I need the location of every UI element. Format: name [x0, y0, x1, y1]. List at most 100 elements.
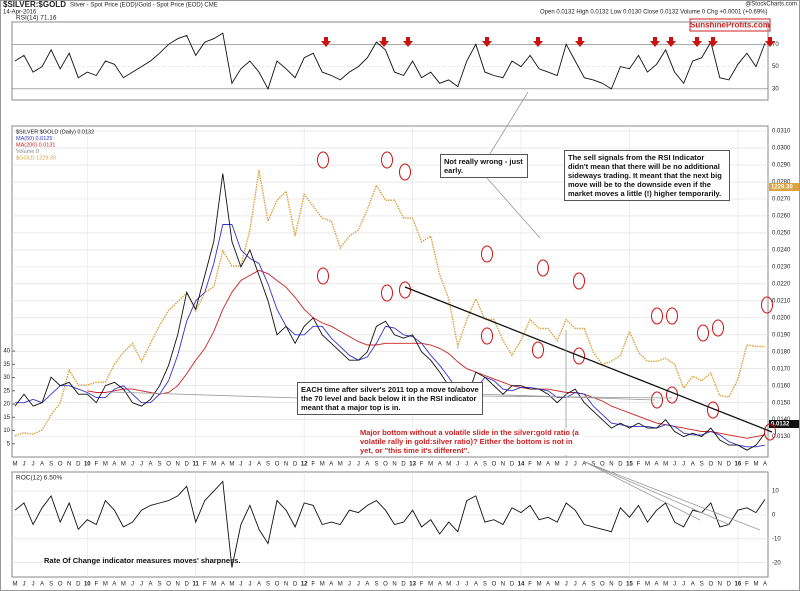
x-tick-label: N — [718, 582, 722, 588]
description: Silver - Spot Price (EOD)/Gold - Spot Pr… — [70, 3, 218, 9]
y-tick-label: 0 — [772, 513, 776, 519]
highlight-ellipse — [399, 281, 411, 299]
symbol: $SILVER:$GOLD — [3, 0, 66, 9]
x-tick-label: M — [13, 582, 18, 588]
highlight-ellipse — [573, 272, 585, 290]
x-tick-label: A — [40, 462, 44, 468]
x-tick-label: D — [727, 582, 732, 588]
x-tick-label: A — [474, 462, 478, 468]
y-tick-label: 0.0190 — [772, 332, 791, 338]
x-tick-label: D — [618, 582, 623, 588]
legend-entry: $SILVER:$GOLD (Daily) 0.0132 — [16, 129, 94, 135]
callout-line — [584, 461, 731, 526]
highlight-ellipse — [481, 327, 493, 345]
x-tick-label: 11 — [193, 582, 200, 588]
x-tick-label: M — [753, 582, 758, 588]
x-tick-label: J — [456, 582, 459, 588]
legend-entry: Volume 0 — [16, 149, 39, 155]
x-tick-label: D — [185, 582, 190, 588]
x-tick-label: 10 — [84, 582, 91, 588]
x-tick-label: O — [275, 582, 280, 588]
x-tick-label: M — [555, 462, 560, 468]
x-tick-label: D — [76, 582, 81, 588]
x-tick-label: O — [708, 582, 713, 588]
signal-arrow — [765, 37, 775, 47]
x-tick-label: J — [348, 462, 351, 468]
x-tick-label: S — [591, 582, 595, 588]
x-tick-label: N — [392, 462, 396, 468]
x-tick-label: A — [112, 582, 116, 588]
signal-arrow — [708, 37, 718, 47]
legend-entry: MA(200) 0.0131 — [16, 142, 55, 148]
x-tick-label: D — [727, 462, 732, 468]
x-tick-label: M — [428, 462, 433, 468]
x-tick-label: J — [248, 462, 251, 468]
x-tick-label: N — [67, 462, 71, 468]
x-tick-label: M — [103, 582, 108, 588]
x-tick-label: N — [175, 462, 179, 468]
y-tick-label: 10 — [772, 489, 779, 495]
x-tick-label: A — [546, 462, 550, 468]
callout-line — [479, 169, 541, 239]
x-tick-label: F — [94, 462, 98, 468]
price-box — [769, 183, 799, 191]
x-tick-label: N — [284, 462, 288, 468]
highlight-ellipse — [697, 324, 709, 342]
x-tick-label: A — [149, 582, 153, 588]
x-tick-label: M — [753, 462, 758, 468]
x-tick-label: J — [23, 582, 26, 588]
highlight-ellipse — [381, 284, 393, 302]
x-tick-label: N — [67, 582, 71, 588]
x-tick-label: 14 — [518, 462, 525, 468]
x-tick-label: M — [338, 582, 343, 588]
x-tick-label: M — [537, 582, 542, 588]
y-tick-label: 0.0290 — [772, 163, 791, 169]
quote: Open 0.0132 High 0.0132 Low 0.0130 Close… — [540, 10, 768, 16]
x-tick-label: M — [663, 582, 668, 588]
x-tick-label: A — [763, 462, 767, 468]
highlight-ellipse — [381, 151, 393, 169]
highlight-ellipse — [399, 163, 411, 181]
x-tick-label: F — [637, 582, 641, 588]
x-tick-label: S — [700, 582, 704, 588]
x-tick-label: 12 — [301, 462, 308, 468]
x-tick-label: D — [401, 582, 406, 588]
x-tick-label: 12 — [301, 582, 308, 588]
x-tick-label: S — [158, 582, 162, 588]
x-tick-label: A — [582, 582, 586, 588]
x-tick-label: M — [555, 582, 560, 588]
signal-arrow — [575, 37, 585, 47]
callout-line — [109, 391, 301, 399]
callout-line — [584, 461, 761, 531]
x-tick-label: A — [763, 582, 767, 588]
x-tick-label: O — [383, 462, 388, 468]
highlight-ellipse — [317, 267, 329, 285]
x-tick-label: M — [446, 462, 451, 468]
x-tick-label: A — [474, 582, 478, 588]
x-tick-label: O — [275, 462, 280, 468]
x-tick-label: M — [537, 462, 542, 468]
y-tick-label: 0.0230 — [772, 264, 791, 270]
x-tick-label: J — [140, 582, 143, 588]
x-tick-label: 16 — [735, 582, 742, 588]
x-tick-label: 13 — [409, 462, 416, 468]
x-tick-label: N — [609, 582, 613, 588]
x-tick-label: O — [600, 462, 605, 468]
x-tick-label: J — [456, 462, 459, 468]
x-tick-label: A — [691, 462, 695, 468]
callout-line — [584, 461, 701, 521]
annotation: EACH time after silver's 2011 top a move… — [297, 382, 483, 415]
x-tick-label: J — [248, 582, 251, 588]
x-tick-label: F — [311, 582, 315, 588]
x-tick-label: M — [645, 582, 650, 588]
x-tick-label: 14 — [518, 582, 525, 588]
price-box — [769, 420, 799, 428]
x-tick-label: A — [257, 582, 261, 588]
y-tick-label: 0.0180 — [772, 349, 791, 355]
x-tick-label: N — [501, 462, 505, 468]
panel-label: ROC(12) 6.50% — [16, 475, 62, 482]
x-tick-label: S — [700, 462, 704, 468]
x-tick-label: J — [357, 462, 360, 468]
